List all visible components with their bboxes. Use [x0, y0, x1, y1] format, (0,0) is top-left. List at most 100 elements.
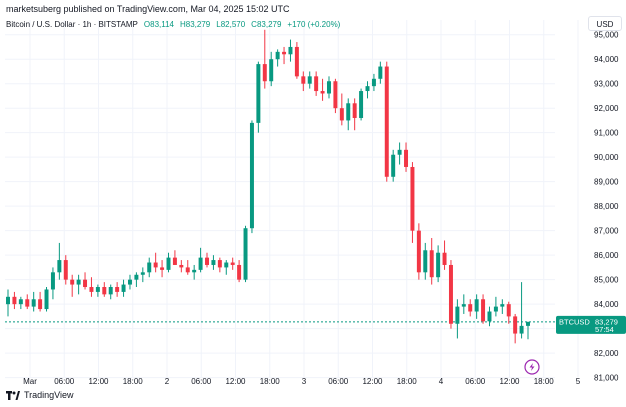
candle-body: [461, 304, 466, 307]
candle-body: [423, 250, 428, 273]
candle-body: [211, 260, 216, 265]
candle-body: [166, 257, 171, 270]
y-tick-label: 82,000: [594, 349, 619, 358]
candle-body: [63, 260, 68, 280]
y-tick-label: 93,000: [594, 80, 619, 89]
candle-body: [352, 103, 357, 118]
candle-body: [442, 252, 447, 265]
symbol-label[interactable]: Bitcoin / U.S. Dollar · 1h · BITSTAMP: [6, 20, 138, 29]
last-price-tag-bg: [556, 315, 626, 334]
candle-body: [192, 269, 197, 273]
candle-body: [391, 154, 396, 177]
y-tick-label: 88,000: [594, 202, 619, 211]
candle-body: [31, 299, 36, 307]
x-tick-label: 12:00: [499, 377, 520, 386]
candle-body: [38, 299, 43, 310]
x-tick-label: 3: [302, 377, 307, 386]
candle-body: [384, 66, 389, 177]
candle-body: [217, 260, 222, 268]
candle-body: [127, 279, 132, 285]
candle-body: [487, 311, 492, 322]
candle-body: [44, 289, 49, 310]
candle-body: [205, 257, 210, 265]
candle-body: [224, 262, 229, 268]
y-tick-label: 91,000: [594, 129, 619, 138]
close-value: C83,279: [251, 20, 282, 29]
candle-body: [89, 287, 94, 292]
candle-body: [115, 287, 120, 292]
last-price-countdown: 57:54: [595, 325, 614, 334]
y-tick-label: 90,000: [594, 153, 619, 162]
candle-body: [134, 274, 139, 280]
candle-body: [326, 81, 331, 94]
tradingview-logo-icon[interactable]: [6, 390, 20, 400]
candles: [6, 29, 530, 344]
candle-body: [397, 149, 402, 155]
candle-body: [333, 81, 338, 109]
last-price-tag: BTCUSD 83,279 57:54: [556, 315, 626, 334]
y-tick-label: 95,000: [594, 31, 619, 40]
candle-body: [12, 296, 17, 305]
candle-body: [198, 257, 203, 270]
x-tick-label: 18:00: [260, 377, 281, 386]
x-tick-label: 06:00: [191, 377, 212, 386]
x-axis: Mar 06:00 12:00 18:00 2 06:00 12:00 18:00 3 06:00…: [23, 377, 581, 386]
x-tick-label: 2: [165, 377, 170, 386]
candle-body: [243, 228, 248, 280]
candle-body: [294, 46, 299, 77]
candle-body: [500, 304, 505, 307]
x-tick-label: 06:00: [465, 377, 486, 386]
candle-body: [301, 76, 306, 84]
candle-body: [256, 64, 261, 123]
candle-body: [108, 287, 113, 295]
ohlc-legend: Bitcoin / U.S. Dollar · 1h · BITSTAMP O8…: [6, 20, 340, 29]
x-tick-label: 18:00: [397, 377, 418, 386]
candle-body: [18, 299, 23, 305]
candle-body: [526, 321, 530, 326]
y-tick-label: 94,000: [594, 55, 619, 64]
candle-body: [481, 299, 486, 322]
candle-body: [262, 64, 267, 82]
publisher-line: marketsuberg published on TradingView.co…: [6, 4, 290, 14]
candle-body: [513, 316, 518, 334]
candle-body: [76, 279, 81, 285]
footer-brand[interactable]: TradingView: [24, 390, 74, 400]
candle-body: [275, 51, 280, 60]
candle-body: [346, 103, 351, 121]
y-tick-label: 84,000: [594, 300, 619, 309]
candle-body: [371, 78, 376, 87]
y-axis: 81,00082,00083,00084,00085,00086,00087,0…: [594, 31, 619, 383]
chart-grid: [5, 20, 579, 379]
candle-body: [320, 91, 325, 94]
y-tick-label: 87,000: [594, 227, 619, 236]
candle-body: [288, 46, 293, 55]
x-tick-label: 5: [576, 377, 581, 386]
candle-body: [506, 304, 511, 317]
lightning-icon[interactable]: [524, 359, 540, 375]
candle-body: [416, 230, 421, 273]
x-tick-label: 4: [439, 377, 444, 386]
x-tick-label: Mar: [23, 377, 37, 386]
candle-body: [519, 325, 524, 334]
candle-body: [474, 299, 479, 312]
open-value: O83,114: [143, 20, 174, 29]
candle-body: [147, 262, 152, 273]
candle-body: [160, 267, 165, 270]
candle-body: [140, 272, 145, 275]
candle-body: [429, 250, 434, 278]
candle-body: [230, 262, 235, 265]
y-tick-label: 92,000: [594, 104, 619, 113]
candle-body: [448, 264, 453, 324]
candle-body: [436, 252, 441, 278]
high-value: H83,279: [180, 20, 211, 29]
currency-button[interactable]: USD: [588, 16, 622, 31]
y-tick-label: 89,000: [594, 178, 619, 187]
candle-body: [378, 66, 383, 79]
candle-body: [179, 264, 184, 268]
candle-body: [249, 122, 254, 229]
x-tick-label: 18:00: [534, 377, 555, 386]
candle-body: [307, 76, 312, 84]
candle-body: [455, 306, 460, 324]
x-tick-label: 12:00: [225, 377, 246, 386]
